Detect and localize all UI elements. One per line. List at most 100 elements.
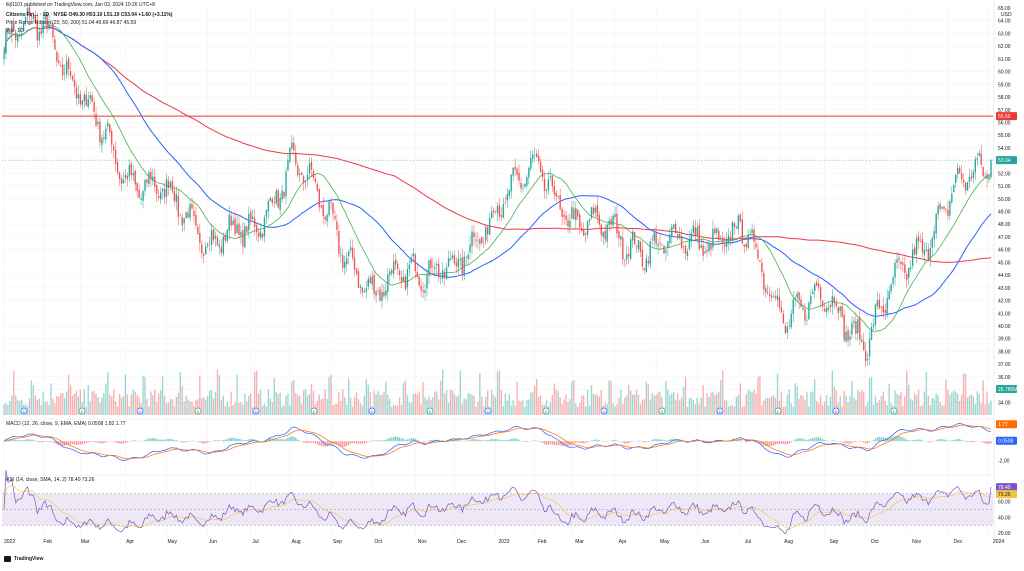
macd-histogram-bar	[93, 441, 94, 442]
candle-body	[755, 244, 756, 248]
volume-bar	[908, 385, 909, 415]
volume-bar	[832, 370, 833, 415]
candle	[279, 193, 280, 215]
volume-bar	[415, 393, 416, 415]
volume-bar	[236, 375, 237, 415]
candle	[646, 254, 647, 273]
volume-bar	[888, 384, 889, 415]
candle-body	[360, 286, 361, 288]
time-tick-label: Oct	[374, 539, 382, 545]
macd-histogram-bar	[518, 440, 519, 441]
candle	[432, 258, 433, 274]
macd-histogram-bar	[849, 441, 850, 443]
price-tick-label: 52.00	[998, 171, 1011, 177]
candle-body	[207, 244, 208, 246]
volume-bar	[446, 390, 447, 415]
volume-bar	[773, 395, 774, 415]
macd-histogram-bar	[117, 441, 118, 443]
volume-bar	[397, 406, 398, 415]
volume-bar	[628, 385, 629, 415]
candle-body	[452, 256, 453, 259]
macd-histogram-bar	[665, 440, 666, 441]
volume-bar	[871, 377, 872, 415]
time-tick-label: Nov	[912, 539, 921, 545]
macd-histogram-bar	[552, 441, 553, 444]
volume-bar	[979, 394, 980, 415]
volume-bar	[3, 404, 4, 415]
macd-histogram-bar	[514, 438, 515, 441]
candle	[317, 181, 318, 192]
candle	[567, 214, 568, 233]
candle-body	[814, 284, 815, 291]
candle-body	[971, 176, 972, 178]
candle	[777, 288, 778, 306]
candle-body	[324, 217, 325, 220]
candle-body	[722, 238, 723, 244]
candle-body	[693, 226, 694, 233]
candle-body	[953, 185, 954, 192]
candle	[493, 208, 494, 218]
candle	[977, 153, 978, 166]
volume-bar	[581, 396, 582, 415]
macd-histogram-bar	[485, 440, 486, 441]
volume-bar	[706, 393, 707, 415]
candle	[375, 289, 376, 303]
volume-bar	[248, 396, 249, 415]
volume-bar	[753, 390, 754, 415]
macd-histogram-bar	[182, 441, 183, 442]
candle-body	[583, 230, 584, 236]
candle	[156, 184, 157, 203]
candle-body	[60, 65, 61, 66]
candle-body	[446, 267, 447, 279]
candle-body	[356, 269, 357, 274]
candle-body	[166, 179, 167, 196]
candle	[111, 128, 112, 153]
candle-body	[793, 300, 794, 314]
macd-histogram-bar	[236, 438, 237, 441]
macd-histogram-bar	[916, 439, 917, 441]
candle-body	[945, 209, 946, 210]
volume-bar	[493, 395, 494, 415]
volume-bar	[636, 390, 637, 415]
candle-body	[293, 143, 294, 150]
volume-bar	[646, 382, 647, 415]
volume-bar	[638, 395, 639, 415]
volume-bar	[458, 395, 459, 415]
candle-body	[832, 296, 833, 307]
macd-histogram-bar	[279, 439, 280, 441]
candle	[454, 251, 455, 266]
volume-bar	[48, 405, 49, 415]
volume-bar	[289, 405, 290, 415]
candle	[420, 279, 421, 298]
macd-histogram-bar	[164, 440, 165, 441]
volume-bar	[291, 382, 292, 415]
candle	[718, 227, 719, 242]
candle	[264, 215, 265, 243]
candle	[951, 187, 952, 205]
candle-body	[307, 175, 308, 180]
candle-body	[834, 297, 835, 303]
time-tick-label: Mar	[575, 539, 584, 545]
macd-histogram-bar	[581, 441, 582, 443]
candle	[902, 257, 903, 271]
candle-body	[413, 253, 414, 256]
volume-bar	[225, 406, 226, 415]
candle-body	[734, 223, 735, 227]
candle	[146, 179, 147, 188]
macd-histogram-bar	[362, 441, 363, 444]
candle	[818, 278, 819, 292]
macd-histogram-bar	[955, 439, 956, 441]
candle	[892, 276, 893, 288]
macd-histogram-bar	[667, 440, 668, 441]
candle-body	[142, 191, 143, 201]
candle	[127, 172, 128, 186]
macd-histogram-bar	[156, 439, 157, 441]
macd-histogram-bar	[428, 440, 429, 441]
candle-body	[747, 235, 748, 248]
candle-body	[812, 292, 813, 294]
macd-histogram-bar	[785, 441, 786, 444]
candle	[922, 232, 923, 257]
candle	[881, 306, 882, 315]
candle	[68, 56, 69, 77]
candle-body	[671, 227, 672, 237]
